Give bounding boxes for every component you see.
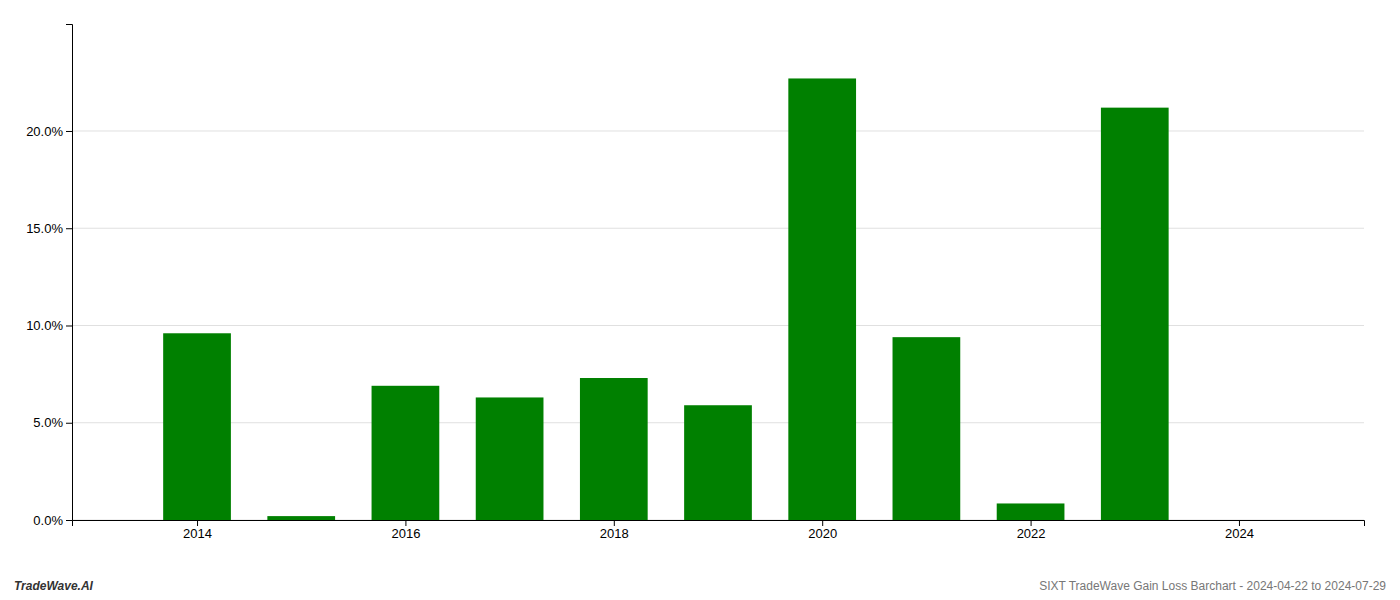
x-tick-label: 2014 — [183, 526, 212, 541]
x-axis-line — [73, 521, 1365, 527]
y-tick-mark — [66, 325, 72, 326]
bar — [997, 503, 1065, 520]
x-tick-label: 2016 — [391, 526, 420, 541]
y-tick: 5.0% — [33, 415, 72, 430]
plot: 2014 2016 2018 2020 2022 2024 0.0% 5.0% 10.0% 15.… — [26, 25, 1364, 542]
x-tick-mark — [614, 520, 615, 526]
y-tick-mark — [66, 228, 72, 229]
x-tick-mark — [1239, 520, 1240, 526]
y-axis-line — [66, 25, 73, 521]
x-tick-mark — [197, 520, 198, 526]
grid — [72, 131, 1364, 520]
x-tick: 2024 — [1225, 520, 1254, 541]
y-tick-mark — [66, 423, 72, 424]
chart: 2014 2016 2018 2020 2022 2024 0.0% 5.0% 10.0% 15.… — [0, 0, 1400, 600]
bar — [788, 78, 856, 520]
bar — [372, 386, 440, 520]
x-tick-mark — [405, 520, 406, 526]
y-tick-label: 20.0% — [26, 124, 63, 139]
footer-right: SIXT TradeWave Gain Loss Barchart - 2024… — [1039, 579, 1386, 593]
bar — [580, 378, 648, 520]
x-tick: 2022 — [1017, 520, 1046, 541]
bar — [267, 516, 335, 520]
y-tick: 20.0% — [26, 124, 72, 139]
grid-line — [72, 325, 1364, 326]
y-tick: 0.0% — [33, 513, 72, 528]
bar — [476, 397, 544, 520]
x-tick-label: 2022 — [1017, 526, 1046, 541]
x-tick-label: 2024 — [1225, 526, 1254, 541]
bars — [163, 78, 1168, 520]
y-tick-label: 0.0% — [33, 513, 63, 528]
grid-line — [72, 228, 1364, 229]
x-tick: 2016 — [391, 520, 420, 541]
x-tick-label: 2018 — [600, 526, 629, 541]
bar — [163, 333, 231, 520]
bar — [1205, 520, 1273, 521]
x-tick-mark — [822, 520, 823, 526]
x-tick-mark — [1031, 520, 1032, 526]
footer: TradeWave.AI SIXT TradeWave Gain Loss Bar… — [14, 579, 1386, 593]
y-tick-label: 5.0% — [33, 415, 63, 430]
bar — [893, 337, 961, 520]
y-tick-label: 10.0% — [26, 318, 63, 333]
bar — [684, 405, 752, 520]
x-tick-label: 2020 — [808, 526, 837, 541]
x-tick: 2014 — [183, 520, 212, 541]
x-axis: 2014 2016 2018 2020 2022 2024 — [73, 520, 1365, 541]
y-tick: 15.0% — [26, 221, 72, 236]
y-axis: 0.0% 5.0% 10.0% 15.0% 20.0% — [26, 25, 72, 528]
x-tick: 2020 — [808, 520, 837, 541]
y-tick-label: 15.0% — [26, 221, 63, 236]
bar — [1101, 108, 1169, 520]
y-tick-mark — [66, 131, 72, 132]
y-tick-mark — [66, 520, 72, 521]
grid-line — [72, 130, 1364, 131]
x-tick: 2018 — [600, 520, 629, 541]
footer-left: TradeWave.AI — [14, 579, 94, 593]
y-tick: 10.0% — [26, 318, 72, 333]
